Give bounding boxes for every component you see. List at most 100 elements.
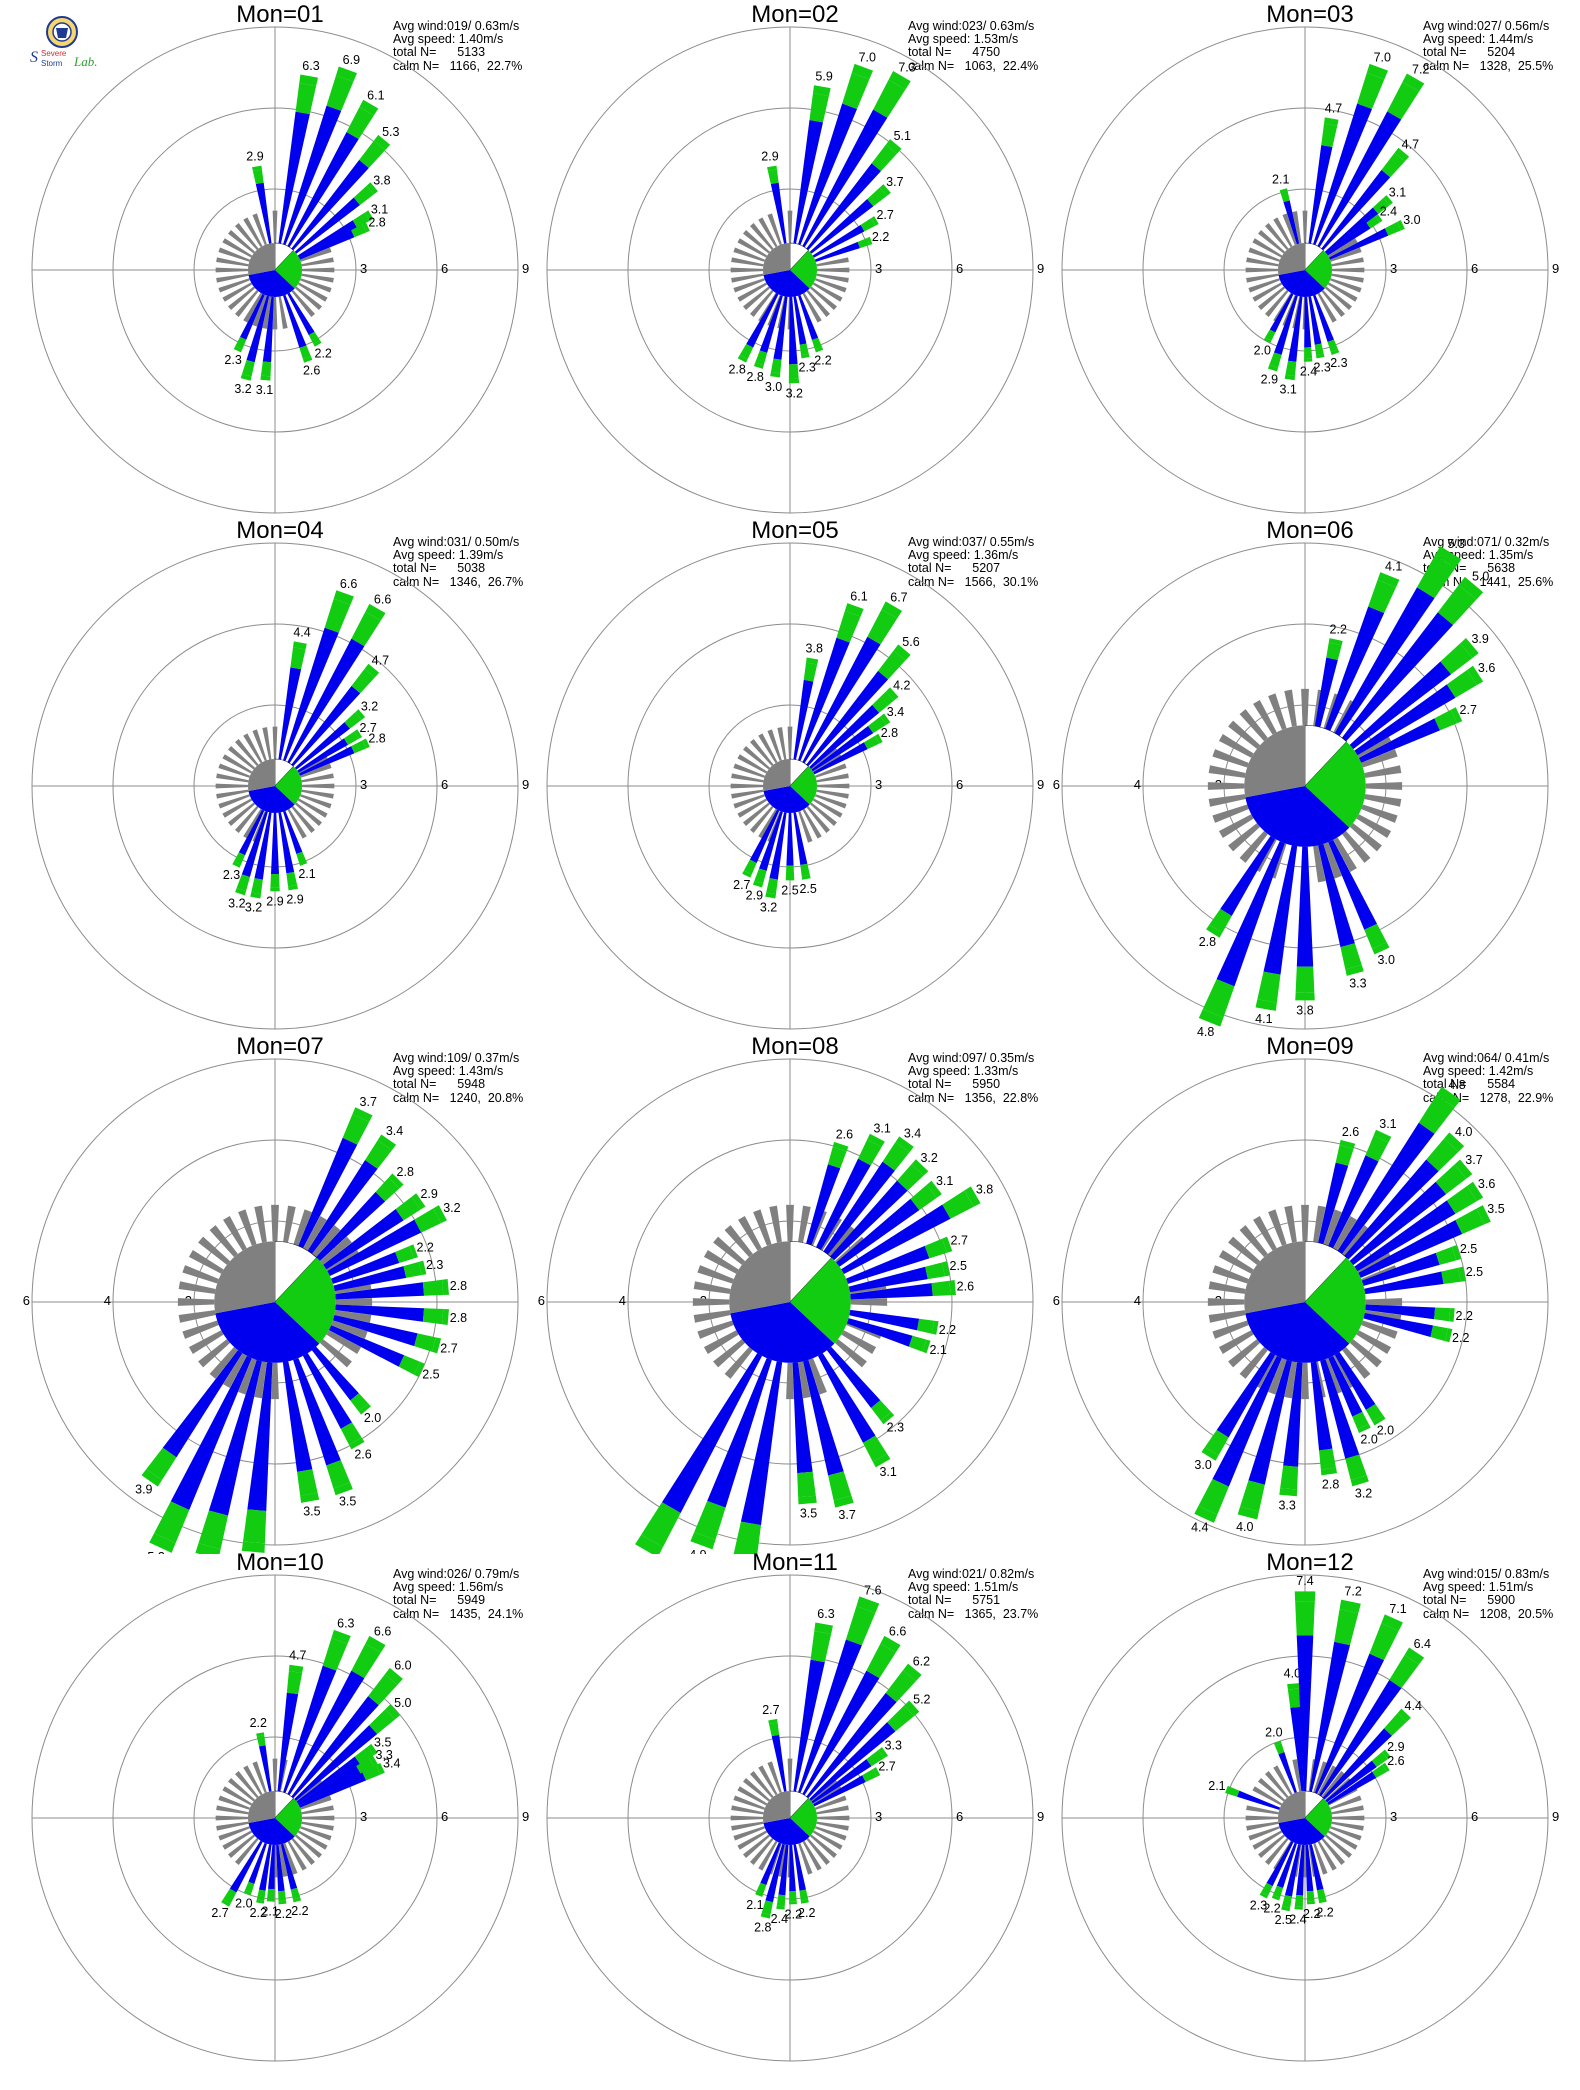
wind-bar	[848, 1266, 928, 1293]
stat-value: 097/ 0.35m/s	[961, 1051, 1035, 1065]
wind-bar-tip	[765, 892, 776, 899]
wind-bar	[255, 182, 272, 244]
wind-bar-green	[1327, 339, 1339, 353]
wind-bar	[311, 1346, 359, 1401]
wind-bar	[1344, 1159, 1439, 1260]
bar-value-label: 6.0	[394, 1659, 411, 1673]
wind-bar-green	[198, 1510, 229, 1550]
wind-bar-tip	[1372, 1415, 1386, 1426]
wind-bar-tip	[1377, 572, 1400, 588]
wind-bar-green	[308, 331, 320, 345]
wind-bar-gray	[816, 789, 849, 799]
wind-bar	[291, 685, 361, 767]
wind-bar	[830, 1180, 908, 1261]
calm-pie-green	[790, 766, 817, 805]
wind-bar-gray	[730, 783, 764, 789]
wind-bar-gray	[335, 1298, 373, 1306]
wind-bar-tip	[742, 870, 752, 878]
wind-bar-tip	[299, 74, 318, 86]
wind-bar-green	[342, 1114, 370, 1145]
bar-value-label: 3.3	[376, 1748, 393, 1762]
stat-total-n: total N= 5950	[908, 1078, 1038, 1091]
wind-bar	[246, 295, 270, 363]
wind-bar	[1317, 111, 1402, 248]
wind-bar-gray	[724, 1346, 753, 1379]
wind-bar-tip	[926, 1180, 942, 1198]
wind-bar-gray	[222, 1786, 253, 1806]
wind-bar	[813, 1775, 866, 1807]
bar-value-label: 2.4	[1380, 205, 1397, 219]
bar-value-label: 4.8	[1448, 1078, 1465, 1092]
wind-bar	[278, 812, 295, 874]
wind-bar	[809, 198, 874, 254]
bar-value-label: 2.5	[781, 884, 798, 898]
wind-bar-gray	[1313, 1761, 1328, 1794]
wind-bar-green	[1446, 1186, 1477, 1214]
wind-bar-gray	[1207, 1298, 1245, 1306]
wind-bar	[1328, 1155, 1379, 1249]
wind-bar-gray	[1329, 1826, 1362, 1841]
wind-bar-green	[375, 1177, 400, 1202]
wind-bar	[229, 1840, 263, 1893]
wind-bar-tip	[364, 663, 380, 678]
wind-bar-green	[799, 343, 809, 356]
wind-bar-green	[1198, 1479, 1229, 1515]
wind-bar	[846, 1318, 913, 1347]
wind-bar	[298, 1772, 367, 1808]
bar-value-label: 2.3	[799, 361, 816, 375]
wind-bar-tip	[1436, 1086, 1461, 1108]
wind-bar-green	[1269, 352, 1282, 368]
bar-value-label: 2.9	[246, 149, 263, 163]
wind-bar	[826, 1346, 881, 1408]
wind-bar-green	[1306, 1890, 1315, 1902]
bar-value-label: 4.7	[1325, 102, 1342, 116]
bar-value-label: 2.3	[224, 353, 241, 367]
wind-bar-gray	[1208, 765, 1246, 778]
stat-value: 1.51m/s	[973, 1580, 1019, 1595]
calm-pie-gray	[247, 243, 275, 276]
stat-label: Avg wind:	[393, 19, 447, 33]
stat-avg-wind: Avg wind:109/ 0.37m/s	[393, 1051, 523, 1065]
stat-avg-speed: Avg speed: 1.53m/s	[908, 33, 1038, 46]
wind-bar-tip	[1397, 219, 1405, 231]
wind-bar-tip	[1225, 1785, 1231, 1794]
wind-bar-gray	[750, 1771, 774, 1799]
wind-bar	[793, 120, 823, 244]
wind-bar-gray	[1239, 830, 1268, 863]
wind-bar	[789, 296, 798, 365]
stat-value: 5584	[1487, 1077, 1516, 1092]
bar-value-label: 7.4	[1296, 1574, 1313, 1588]
wind-bar	[335, 1304, 425, 1322]
bar-value-label: 2.2	[250, 1716, 267, 1730]
wind-bar-gray	[272, 1758, 278, 1792]
wind-bar-tip	[418, 1260, 427, 1276]
bar-value-label: 4.2	[893, 678, 910, 692]
wind-bar	[328, 1325, 405, 1367]
wind-bar	[1341, 612, 1454, 742]
bar-value-label: 2.6	[1342, 1125, 1359, 1139]
ring-label: 9	[522, 777, 529, 792]
wind-bar-gray	[319, 1339, 352, 1368]
stat-value: 1240, 20.8%	[449, 1090, 524, 1105]
bar-value-label: 2.1	[261, 1905, 278, 1919]
stat-value: 1.36m/s	[973, 548, 1019, 563]
bar-value-label: 2.9	[266, 894, 283, 908]
wind-bar-tip	[352, 1107, 373, 1123]
wind-bar	[283, 105, 342, 246]
wind-bar-green	[810, 1630, 832, 1663]
wind-bar-tip	[760, 1912, 771, 1919]
wind-bar	[1365, 1304, 1436, 1320]
wind-bar-tip	[1467, 665, 1484, 686]
wind-rose-chart: 3 6 94.77.07.24.73.12.43.02.12.32.32.43.12…	[1061, 26, 1559, 514]
wind-bar-gray	[1364, 765, 1402, 778]
ring-label: 3	[875, 261, 882, 276]
wind-bar-green	[827, 1146, 847, 1169]
calm-pie-blue	[248, 786, 295, 813]
bar-value-label: 3.0	[1194, 1458, 1211, 1472]
bar-value-label: 3.2	[786, 386, 803, 400]
wind-bar-green	[1365, 1404, 1384, 1422]
wind-bar-green	[1285, 360, 1297, 377]
wind-rose-panel: Mon=09 Avg wind:064/ 0.41m/s Avg speed: 1.…	[1050, 1034, 1570, 1554]
wind-bar	[1216, 1352, 1276, 1438]
stat-avg-speed: Avg speed: 1.51m/s	[908, 1581, 1038, 1594]
